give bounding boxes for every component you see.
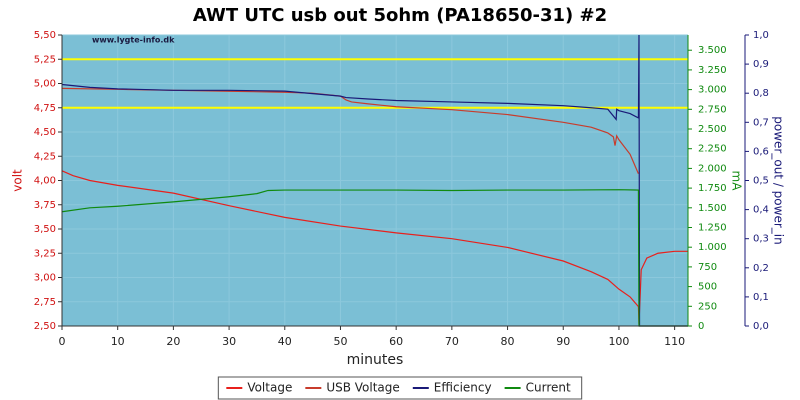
y2-tick-label: 2.250 bbox=[698, 144, 727, 155]
y2-tick-label: 3.000 bbox=[698, 85, 727, 96]
series-line bbox=[61, 170, 688, 325]
x-tick-label: 70 bbox=[445, 335, 459, 348]
y2-tick-label: 1.000 bbox=[698, 242, 727, 253]
y3-tick-label: 0,1 bbox=[753, 292, 769, 303]
legend bbox=[217, 376, 583, 400]
x-tick-label: 10 bbox=[111, 335, 125, 348]
y-tick-label: 2,50 bbox=[34, 321, 56, 332]
watermark: www.lygte-info.dk bbox=[92, 36, 175, 45]
legend-label: Current bbox=[526, 381, 571, 395]
x-tick-label: 60 bbox=[389, 335, 403, 348]
y2-tick-label: 3.250 bbox=[698, 65, 727, 76]
y-tick-label: 3,75 bbox=[34, 200, 56, 211]
series-line bbox=[61, 87, 639, 174]
y3-tick-label: 0,6 bbox=[753, 146, 769, 157]
y2-axis-label: mA bbox=[730, 171, 744, 192]
y3-tick-label: 0,3 bbox=[753, 234, 769, 245]
y-tick-label: 5,00 bbox=[34, 79, 56, 90]
y2-tick-label: 2.000 bbox=[698, 163, 727, 174]
x-tick-label: 100 bbox=[608, 335, 629, 348]
y3-tick-label: 0,7 bbox=[753, 117, 769, 128]
y-tick-label: 4,50 bbox=[34, 127, 56, 138]
legend-label: Voltage bbox=[247, 381, 292, 395]
legend-label: USB Voltage bbox=[326, 381, 399, 395]
x-tick-label: 20 bbox=[166, 335, 180, 348]
y-tick-label: 4,25 bbox=[34, 151, 56, 162]
series-line bbox=[61, 189, 688, 327]
y-tick-label: 2,75 bbox=[34, 297, 56, 308]
x-tick-label: 90 bbox=[556, 335, 570, 348]
y3-tick-label: 0,8 bbox=[753, 88, 769, 99]
y3-axis-label: power_out / power_in bbox=[772, 116, 786, 244]
series-line bbox=[61, 34, 688, 327]
y2-tick-label: 1.250 bbox=[698, 223, 727, 234]
y2-tick-label: 250 bbox=[698, 301, 717, 312]
y2-tick-label: 1.500 bbox=[698, 203, 727, 214]
y3-tick-label: 1,0 bbox=[753, 30, 769, 41]
x-tick-label: 50 bbox=[333, 335, 347, 348]
y-tick-label: 4,00 bbox=[34, 176, 56, 187]
y-tick-label: 5,25 bbox=[34, 54, 56, 65]
y3-tick-label: 0,9 bbox=[753, 59, 769, 70]
x-tick-label: 0 bbox=[59, 335, 66, 348]
y-tick-label: 3,00 bbox=[34, 273, 56, 284]
y3-tick-label: 0,2 bbox=[753, 263, 769, 274]
y2-tick-label: 2.500 bbox=[698, 124, 727, 135]
chart-title: AWT UTC usb out 5ohm (PA18650-31) #2 bbox=[193, 5, 607, 26]
y-tick-label: 3,50 bbox=[34, 224, 56, 235]
y2-tick-label: 500 bbox=[698, 282, 717, 293]
x-tick-label: 30 bbox=[222, 335, 236, 348]
x-tick-label: 80 bbox=[501, 335, 515, 348]
x-tick-label: 40 bbox=[278, 335, 292, 348]
x-tick-label: 110 bbox=[664, 335, 685, 348]
y2-tick-label: 0 bbox=[698, 321, 704, 332]
y-tick-label: 3,25 bbox=[34, 248, 56, 259]
y2-tick-label: 750 bbox=[698, 262, 717, 273]
y3-tick-label: 0,4 bbox=[753, 205, 769, 216]
legend-label: Efficiency bbox=[434, 381, 492, 395]
y-axis-label: volt bbox=[11, 169, 25, 192]
y2-tick-label: 2.750 bbox=[698, 104, 727, 115]
y3-tick-label: 0,0 bbox=[753, 321, 769, 332]
y-tick-label: 5,50 bbox=[34, 30, 56, 41]
y3-tick-label: 0,5 bbox=[753, 176, 769, 187]
x-axis-label: minutes bbox=[347, 352, 404, 368]
y2-tick-label: 3.500 bbox=[698, 45, 727, 56]
y-tick-label: 4,75 bbox=[34, 103, 56, 114]
y2-tick-label: 1.750 bbox=[698, 183, 727, 194]
